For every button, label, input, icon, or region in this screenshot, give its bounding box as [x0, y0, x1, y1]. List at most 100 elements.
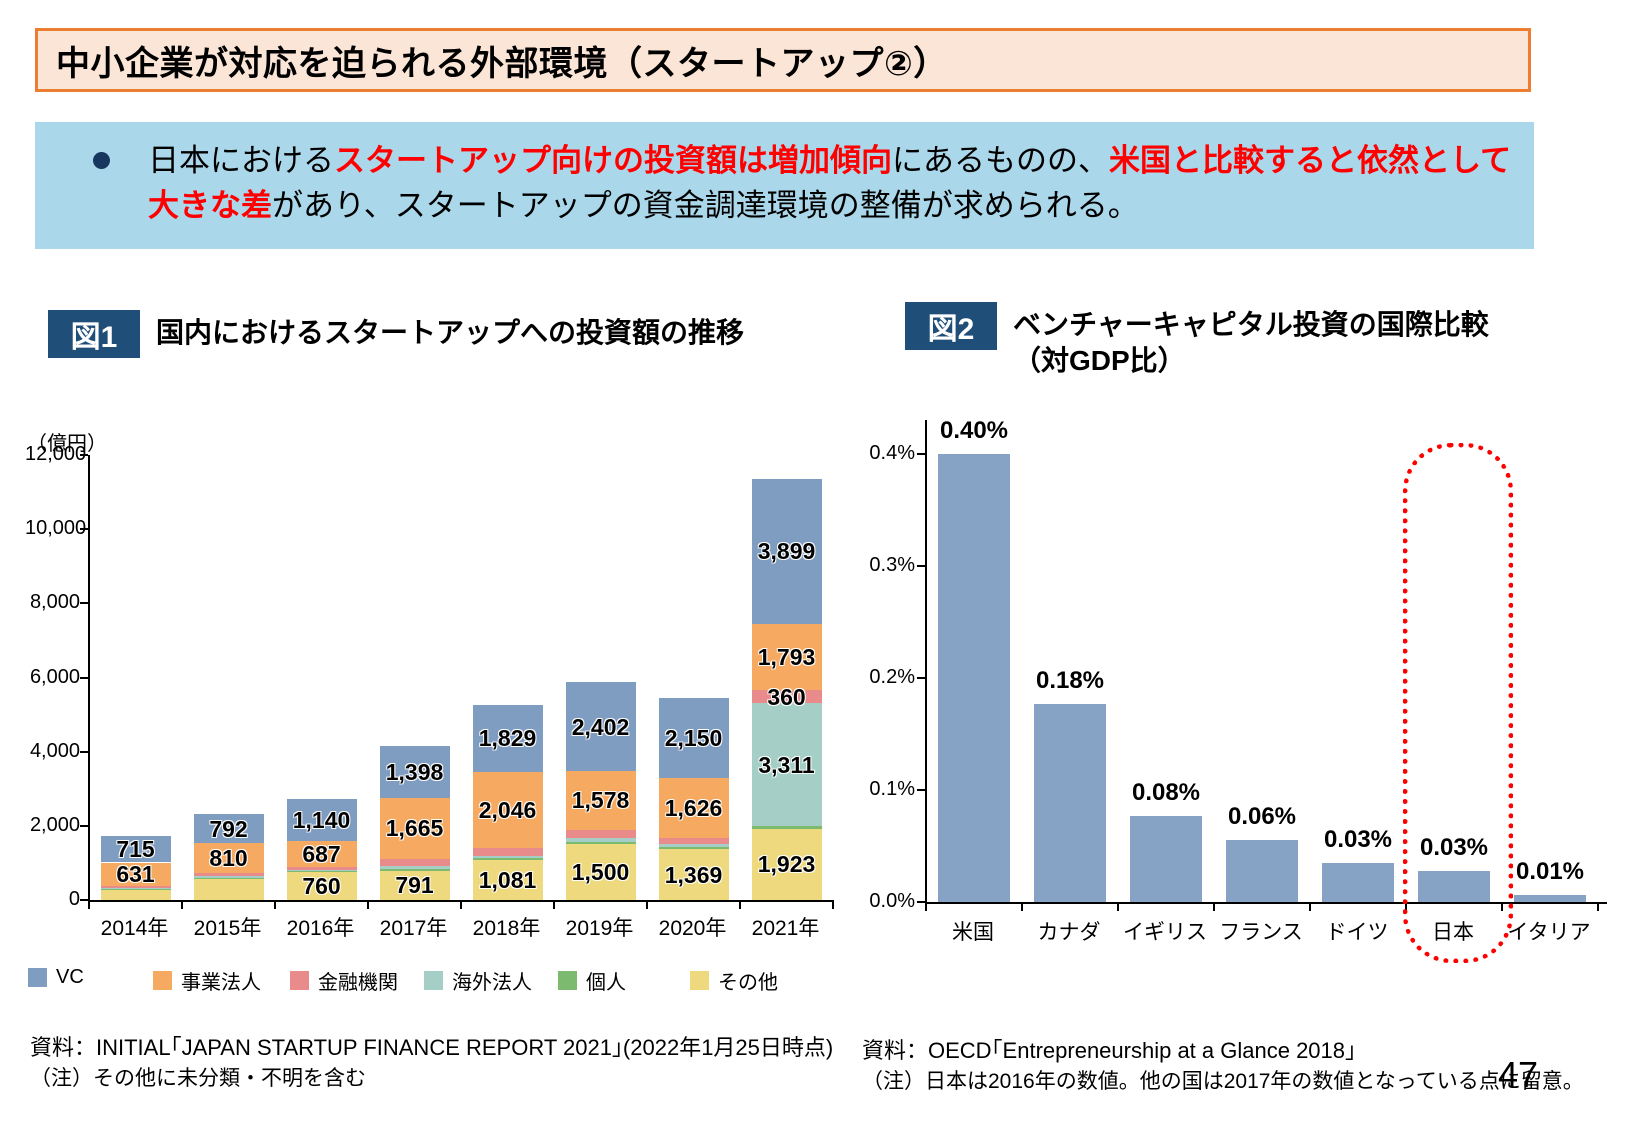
bar-value-label: 2,402 — [571, 713, 630, 740]
legend-item-individual: 個人 — [558, 966, 626, 995]
x-axis-category-label: ドイツ — [1325, 921, 1389, 944]
bar-segment-individual — [286, 870, 357, 872]
x-axis-tick — [553, 900, 555, 909]
bar-segment-corporate — [286, 841, 357, 867]
legend-swatch-corporate — [153, 971, 172, 990]
bar-value-label: 1,081 — [478, 866, 537, 893]
bar-segment-corporate — [472, 772, 543, 849]
bar-value-label: 792 — [209, 815, 248, 842]
bar-segment-vc — [658, 697, 729, 778]
x-axis-tick — [739, 900, 741, 909]
bar-segment-foreign — [286, 870, 357, 871]
bar-segment-corporate — [193, 843, 264, 874]
legend-item-corporate: 事業法人 — [153, 966, 261, 995]
bar-segment-vc — [751, 479, 822, 624]
bar-value-label: 0.01% — [1515, 858, 1585, 886]
bar-segment-individual — [565, 842, 636, 845]
chart-vc-gdp-comparison: 0.0% 0.1% 0.2% 0.3% 0.4% 0.40% 米国 0.18% カナダ 0.08%… — [860, 395, 1620, 980]
bar-value-label: 0.03% — [1419, 833, 1489, 861]
bar-segment-foreign — [193, 876, 264, 878]
legend-item-vc: VC — [28, 966, 84, 989]
bar-segment-financial — [658, 837, 729, 845]
y-axis-line — [925, 420, 927, 904]
bar-segment-corporate — [379, 797, 450, 860]
bar-segment-vc — [472, 704, 543, 773]
y-axis-tick-label: 6,000 — [29, 665, 80, 688]
bar-7 — [1514, 895, 1586, 902]
fig2-footer: 資料：OECD｢Entrepreneurship at a Glance 201… — [862, 1035, 1584, 1097]
bar-segment-other — [751, 828, 822, 900]
bar-value-label: 1,829 — [478, 725, 537, 752]
bar-value-label: 687 — [302, 840, 341, 867]
legend-label: その他 — [718, 972, 778, 994]
bar-segment-foreign — [751, 703, 822, 827]
bar-segment-other — [472, 859, 543, 900]
legend-label: VC — [56, 966, 84, 988]
bar-value-label: 760 — [302, 872, 341, 899]
bar-segment-foreign — [658, 844, 729, 848]
x-axis-tick — [1021, 902, 1023, 911]
x-axis-tick — [274, 900, 276, 909]
bar-segment-foreign — [472, 855, 543, 858]
bar-value-label: 360 — [767, 683, 806, 710]
y-axis-tick — [917, 789, 925, 791]
y-axis-tick — [80, 750, 88, 753]
fig2-note: （注）日本は2016年の数値。他の国は2017年の数値となっている点に留意。 — [862, 1069, 1584, 1093]
x-axis-tick — [181, 900, 183, 909]
chart1-legend: VC 事業法人 金融機関 海外法人 個人 その他 — [28, 966, 848, 994]
bar-segment-other — [565, 844, 636, 900]
y-axis-tick-label: 4,000 — [29, 739, 80, 762]
bar-value-label: 1,578 — [571, 787, 630, 814]
bar-segment-foreign — [379, 865, 450, 870]
bar-segment-corporate — [658, 777, 729, 838]
y-axis-tick-label: 0.2% — [869, 666, 915, 688]
x-axis-category-label: 2019年 — [565, 917, 634, 940]
summary-text: 日本におけるスタートアップ向けの投資額は増加傾向にあるものの、米国と比較すると依… — [148, 138, 1513, 229]
x-axis-tick — [925, 902, 927, 911]
x-axis-tick — [1597, 902, 1599, 911]
fig2-header: 図2 ベンチャーキャピタル投資の国際比較 （対GDP比） — [905, 302, 1489, 380]
x-axis-line — [925, 902, 1607, 904]
y-axis-line — [88, 455, 90, 902]
bar-3 — [1130, 815, 1202, 902]
bar-value-label: 1,923 — [757, 851, 816, 878]
x-axis-tick — [1117, 902, 1119, 911]
y-axis-tick-label: 0.4% — [869, 442, 915, 464]
bar-value-label: 1,140 — [292, 807, 351, 833]
summary-emphasis-text: 米国と比較すると依然として大きな差 — [148, 143, 1512, 224]
bar-4 — [1226, 840, 1298, 902]
summary-emphasis-text: スタートアップ向けの投資額は増加傾向 — [334, 143, 892, 178]
bar-segment-individual — [379, 869, 450, 871]
bar-value-label: 2,046 — [478, 797, 537, 824]
bar-segment-vc — [565, 682, 636, 772]
x-axis-category-label: 2017年 — [379, 917, 448, 940]
bar-segment-financial — [472, 848, 543, 856]
bar-segment-financial — [286, 866, 357, 871]
bar-2 — [1034, 703, 1106, 902]
summary-plain-text: にあるものの、 — [892, 143, 1109, 178]
legend-swatch-vc — [28, 968, 47, 987]
bar-segment-vc — [379, 745, 450, 798]
y-axis-tick-label: 10,000 — [25, 517, 87, 540]
y-axis-tick-label: 0.1% — [869, 778, 915, 800]
legend-label: 海外法人 — [452, 972, 532, 994]
bar-value-label: 1,369 — [664, 861, 723, 888]
bar-segment-vc — [193, 813, 264, 844]
bar-segment-individual — [472, 857, 543, 860]
summary-plain-text: があり、スタートアップの資金調達環境の整備が求められる。 — [272, 188, 1139, 224]
bar-1 — [938, 454, 1010, 902]
y-axis-tick-label: 12,000 — [25, 443, 87, 465]
bar-segment-corporate — [751, 623, 822, 691]
bar-segment-other — [193, 879, 264, 900]
bar-segment-financial — [193, 873, 264, 877]
legend-swatch-individual — [558, 971, 577, 990]
bar-value-label: 0.06% — [1227, 803, 1297, 831]
fig2-title-line2: （対GDP比） — [1013, 345, 1186, 377]
bar-segment-financial — [379, 859, 450, 866]
x-axis-category-label: 2014年 — [100, 917, 169, 940]
legend-item-financial: 金融機関 — [290, 966, 398, 995]
y-axis-tick-label: 0.3% — [869, 554, 915, 576]
bar-segment-other — [658, 849, 729, 900]
x-axis-category-label: イタリア — [1507, 921, 1591, 944]
